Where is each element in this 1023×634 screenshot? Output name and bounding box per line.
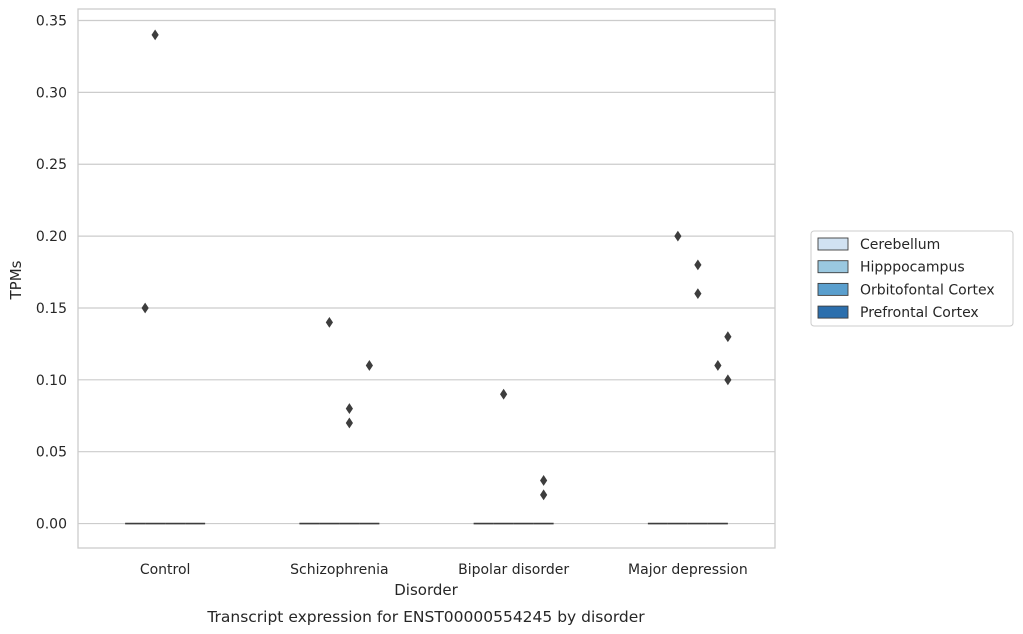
y-tick-label: 0.00	[36, 517, 67, 533]
x-tick-label: Major depression	[628, 562, 748, 578]
legend-swatch	[817, 260, 849, 274]
y-tick-label: 0.15	[36, 301, 67, 317]
plot-area-frame	[77, 8, 776, 549]
legend-swatch	[817, 237, 849, 251]
legend-swatch	[817, 305, 849, 319]
x-axis-label: Disorder	[394, 581, 458, 599]
outlier-marker	[724, 374, 732, 386]
legend: Cerebellum Hipppocampus Orbitofontal Corte…	[810, 230, 1014, 327]
outlier-marker	[151, 29, 159, 41]
legend-label: Cerebellum	[860, 237, 940, 253]
outlier-marker	[714, 360, 722, 371]
y-tick-label: 0.05	[36, 445, 67, 461]
outlier-marker	[345, 403, 353, 414]
legend-frame	[810, 230, 1014, 327]
y-tick-label: 0.25	[36, 157, 67, 173]
outlier-marker	[325, 316, 333, 328]
outlier-marker	[724, 331, 732, 343]
legend-swatch	[817, 282, 849, 296]
outlier-marker	[540, 489, 548, 501]
outlier-markers	[141, 29, 732, 501]
y-tick-label: 0.20	[36, 229, 67, 245]
y-tick-label: 0.30	[36, 85, 67, 101]
outlier-marker	[674, 230, 682, 242]
legend-items: Cerebellum Hipppocampus Orbitofontal Corte…	[817, 237, 995, 321]
outlier-marker	[540, 475, 548, 486]
y-tick-label: 0.10	[36, 373, 67, 389]
outlier-marker	[345, 417, 353, 429]
outlier-marker	[500, 388, 508, 400]
x-tick-labels: Control Schizophrenia Bipolar disorder Majo…	[140, 562, 748, 578]
legend-label: Hipppocampus	[860, 260, 965, 276]
chart-caption: Transcript expression for ENST0000055424…	[206, 608, 645, 626]
outlier-marker	[694, 259, 702, 271]
y-axis-label: TPMs	[7, 260, 25, 300]
outlier-marker	[141, 302, 149, 314]
x-tick-label: Bipolar disorder	[458, 562, 569, 578]
grid-lines	[78, 19, 775, 525]
outlier-marker	[365, 360, 373, 371]
legend-label: Prefrontal Cortex	[860, 305, 979, 321]
x-tick-label: Schizophrenia	[290, 562, 388, 578]
y-tick-labels: 0.00 0.05 0.10 0.15 0.20 0.25 0.30 0.35	[36, 13, 67, 532]
y-tick-label: 0.35	[36, 13, 67, 29]
x-tick-label: Control	[140, 562, 191, 578]
outlier-marker	[694, 288, 702, 299]
legend-label: Orbitofontal Cortex	[860, 282, 995, 298]
